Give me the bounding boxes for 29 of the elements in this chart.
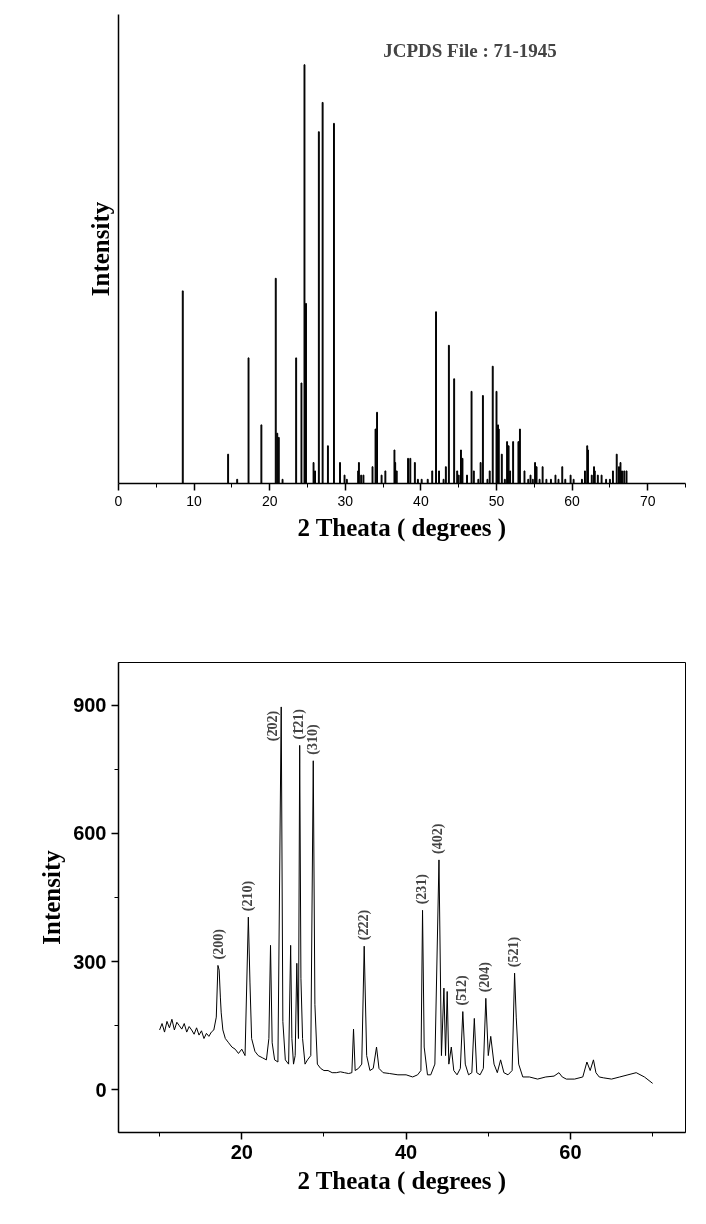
x-tick-label: 60 <box>559 1140 582 1163</box>
annotation: (2̄22) <box>355 909 372 941</box>
annotation: (2̄02) <box>264 710 281 742</box>
x-tick-label: 70 <box>639 492 656 509</box>
y-axis-title: Intensity <box>86 201 114 297</box>
x-axis-title: 2 Theata ( degrees ) <box>297 1166 507 1195</box>
x-tick-label: 50 <box>488 492 505 509</box>
x-tick-label: 30 <box>337 492 354 509</box>
x-tick-label: 40 <box>413 492 429 509</box>
y-tick-label: 0 <box>95 1078 107 1101</box>
annotation: (204) <box>477 961 494 993</box>
x-tick-label: 60 <box>564 492 581 509</box>
x-axis-title: 2 Theata ( degrees ) <box>297 513 507 542</box>
annotation: (402) <box>430 823 447 854</box>
annotation: (5̄12) <box>454 974 471 1006</box>
annotation: (521) <box>506 936 523 968</box>
x-tick-label: 10 <box>186 492 203 509</box>
annotation: (210) <box>239 880 256 912</box>
annotation: (200) <box>210 928 227 960</box>
text: JCPDS File : 71-1945 <box>383 40 557 62</box>
x-tick-label: 0 <box>114 492 123 509</box>
x-tick-label: 20 <box>261 492 278 509</box>
y-tick-label: 300 <box>73 950 107 973</box>
x-tick-label: 40 <box>394 1140 418 1163</box>
annotation: (231) <box>414 873 431 905</box>
y-axis-title: Intensity <box>38 849 66 945</box>
y-tick-label: 900 <box>73 694 107 717</box>
y-tick-label: 600 <box>73 822 107 845</box>
x-tick-label: 20 <box>230 1140 253 1163</box>
